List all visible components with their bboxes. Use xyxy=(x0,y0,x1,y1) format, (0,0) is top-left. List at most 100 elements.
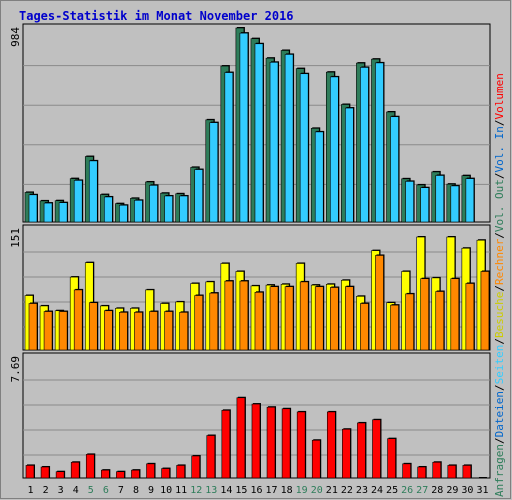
bar-volumen-day-5 xyxy=(85,454,95,479)
day-labels: 1 2 3 4 5 6 7 8 9 10 11 12 13 14 15 16 17 18 19 20 21 22 23 24 2… xyxy=(28,485,489,496)
bar-volumen-day-2 xyxy=(40,466,50,479)
legend-item-6: Besuche xyxy=(493,292,506,338)
bar-dateien-day-27 xyxy=(420,187,429,223)
bar-volumen-day-18 xyxy=(281,408,291,479)
bar-rechner-day-8 xyxy=(134,312,143,351)
legend-item-3: / xyxy=(493,384,506,391)
day-label: 9 xyxy=(148,485,154,496)
bar-volumen-day-23 xyxy=(357,422,366,479)
day-label: 27 xyxy=(416,485,428,496)
day-label: 11 xyxy=(175,485,187,496)
ymax-label: 151 xyxy=(9,228,22,248)
legend-item-13: / xyxy=(493,119,506,126)
bar-dateien-day-10 xyxy=(164,195,173,223)
day-label: 20 xyxy=(311,485,323,496)
day-label: 25 xyxy=(386,485,398,496)
bar-rechner-day-11 xyxy=(179,312,188,351)
bar-rechner-day-29 xyxy=(450,278,460,351)
day-label: 7 xyxy=(118,485,124,496)
ymax-label: 7.69 xyxy=(9,356,22,383)
bar-volumen-day-25 xyxy=(387,438,396,479)
bar-dateien-day-26 xyxy=(405,181,414,223)
day-label: 29 xyxy=(446,485,458,496)
bar-rechner-day-27 xyxy=(420,278,429,351)
day-label: 2 xyxy=(43,485,49,496)
day-label: 22 xyxy=(341,485,353,496)
bar-volumen-day-24 xyxy=(372,419,381,479)
bar-rechner-day-1 xyxy=(28,303,38,351)
bar-rechner-day-16 xyxy=(254,292,264,351)
bar-dateien-day-4 xyxy=(73,180,83,223)
panel-2: 151 xyxy=(9,224,491,351)
day-label: 13 xyxy=(205,485,217,496)
bar-dateien-day-20 xyxy=(314,131,324,223)
bar-volumen-day-12 xyxy=(191,455,201,479)
bar-dateien-day-28 xyxy=(435,175,445,223)
day-label: 18 xyxy=(281,485,293,496)
day-label: 5 xyxy=(88,485,94,496)
bar-rechner-day-15 xyxy=(239,280,249,351)
bar-dateien-day-5 xyxy=(88,160,98,223)
bar-dateien-day-6 xyxy=(104,196,113,223)
bar-rechner-day-2 xyxy=(43,311,53,351)
day-label: 26 xyxy=(401,485,413,496)
legend-right: Anfragen/Dateien/Seiten/Besuche/Rechner/… xyxy=(493,73,506,497)
day-label: 24 xyxy=(371,485,383,496)
bar-rechner-day-5 xyxy=(88,302,98,351)
bar-dateien-day-2 xyxy=(43,202,53,223)
day-label: 4 xyxy=(73,485,79,496)
bar-volumen-day-10 xyxy=(161,468,170,479)
bar-rechner-day-21 xyxy=(329,287,339,351)
bar-dateien-day-12 xyxy=(194,169,204,223)
day-label: 23 xyxy=(356,485,368,496)
bar-dateien-day-13 xyxy=(209,122,219,223)
bar-volumen-day-9 xyxy=(146,463,155,479)
panel-3: 7.69 xyxy=(9,352,491,479)
bar-dateien-day-14 xyxy=(224,72,234,223)
legend-item-1: / xyxy=(493,437,506,444)
bar-dateien-day-7 xyxy=(119,204,128,223)
bar-volumen-day-6 xyxy=(101,469,110,479)
day-label: 16 xyxy=(250,485,262,496)
legend-item-2: Dateien xyxy=(493,391,506,437)
bar-volumen-day-13 xyxy=(206,435,216,479)
panel-1: 984 xyxy=(9,23,491,223)
day-label: 1 xyxy=(28,485,34,496)
bar-volumen-day-21 xyxy=(326,411,336,479)
bar-dateien-day-11 xyxy=(179,195,188,223)
bar-rechner-day-6 xyxy=(104,310,113,351)
bar-rechner-day-19 xyxy=(299,281,309,351)
day-label: 6 xyxy=(103,485,109,496)
bar-volumen-day-30 xyxy=(462,465,472,479)
bar-volumen-day-15 xyxy=(236,397,246,479)
bar-volumen-day-29 xyxy=(447,465,457,479)
bar-dateien-day-9 xyxy=(149,185,158,223)
bar-volumen-day-20 xyxy=(311,439,321,479)
bar-rechner-day-24 xyxy=(375,255,384,351)
day-label: 30 xyxy=(461,485,473,496)
bar-dateien-day-8 xyxy=(134,200,143,223)
bar-rechner-day-22 xyxy=(345,286,354,351)
bar-dateien-day-25 xyxy=(390,116,399,223)
day-label: 12 xyxy=(190,485,202,496)
legend-item-9: / xyxy=(493,232,506,239)
bar-dateien-day-22 xyxy=(345,107,354,223)
day-label: 17 xyxy=(266,485,278,496)
bar-dateien-day-21 xyxy=(329,76,339,223)
day-label: 10 xyxy=(160,485,172,496)
bar-volumen-day-26 xyxy=(402,463,411,479)
legend-item-10: Vol. Out xyxy=(493,179,506,232)
day-label: 14 xyxy=(220,485,232,496)
bar-rechner-day-4 xyxy=(73,289,83,351)
bar-rechner-day-14 xyxy=(224,280,234,351)
bar-rechner-day-28 xyxy=(435,291,445,351)
bar-volumen-day-3 xyxy=(55,471,65,479)
bar-rechner-day-25 xyxy=(390,304,399,351)
bar-dateien-day-3 xyxy=(58,202,68,223)
day-label: 21 xyxy=(326,485,338,496)
legend-item-4: Seiten xyxy=(493,345,506,385)
bar-rechner-day-12 xyxy=(194,295,204,351)
bar-dateien-day-23 xyxy=(360,67,369,223)
bar-rechner-day-31 xyxy=(480,271,490,351)
chart-title: Tages-Statistik im Monat November 2016 xyxy=(19,9,294,23)
